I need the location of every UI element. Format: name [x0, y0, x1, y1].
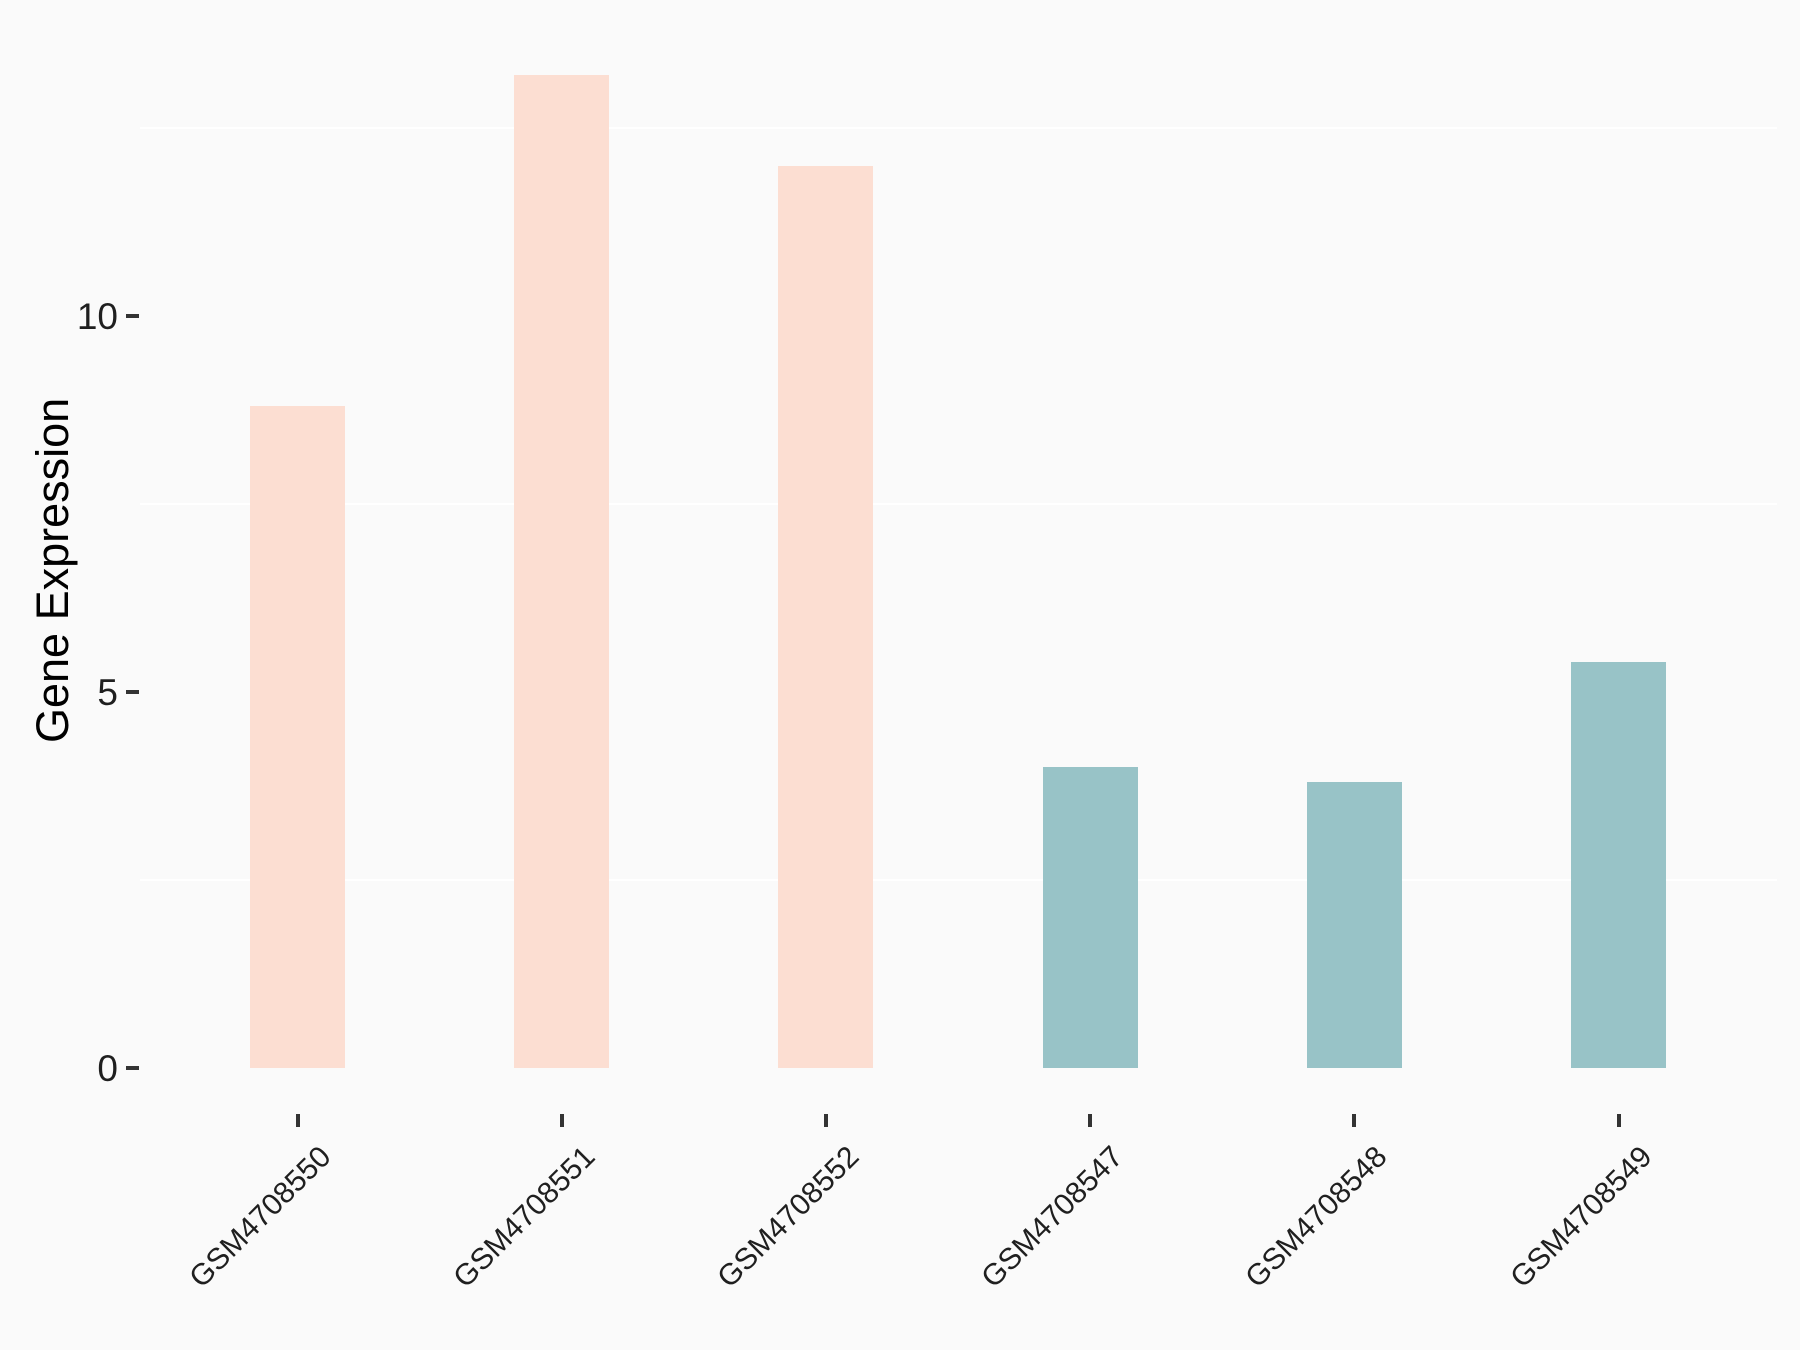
x-tick-label: GSM4708551	[446, 1140, 602, 1295]
x-tick-label: GSM4708550	[182, 1140, 337, 1295]
bar-GSM4708550	[250, 406, 345, 1068]
gridline-minor	[140, 127, 1777, 129]
bar-GSM4708552	[778, 165, 874, 1068]
y-tick-label: 0	[97, 1048, 118, 1089]
x-tick-label: GSM4708549	[1503, 1140, 1658, 1295]
x-tick-label: GSM4708552	[711, 1140, 866, 1295]
y-tick-label: 5	[97, 672, 118, 713]
x-axis-tick	[559, 1114, 564, 1127]
x-axis-tick	[1616, 1114, 1621, 1127]
y-axis-tick	[126, 1066, 139, 1070]
y-axis-tick	[126, 690, 139, 694]
x-axis-tick	[1352, 1114, 1357, 1127]
x-tick-label: GSM4708547	[975, 1140, 1130, 1295]
x-axis-tick	[1088, 1114, 1093, 1127]
x-axis-tick	[823, 1114, 828, 1127]
gridline-minor	[140, 503, 1777, 505]
x-tick-label: GSM4708548	[1239, 1140, 1394, 1295]
bar-GSM4708549	[1571, 661, 1666, 1068]
bar-GSM4708551	[514, 75, 610, 1068]
y-axis-tick	[126, 314, 139, 318]
bar-GSM4708548	[1306, 782, 1402, 1068]
bar-GSM4708547	[1042, 767, 1138, 1068]
gridline-minor	[140, 879, 1777, 881]
y-tick-label: 10	[76, 296, 118, 337]
x-axis-tick	[295, 1114, 300, 1127]
